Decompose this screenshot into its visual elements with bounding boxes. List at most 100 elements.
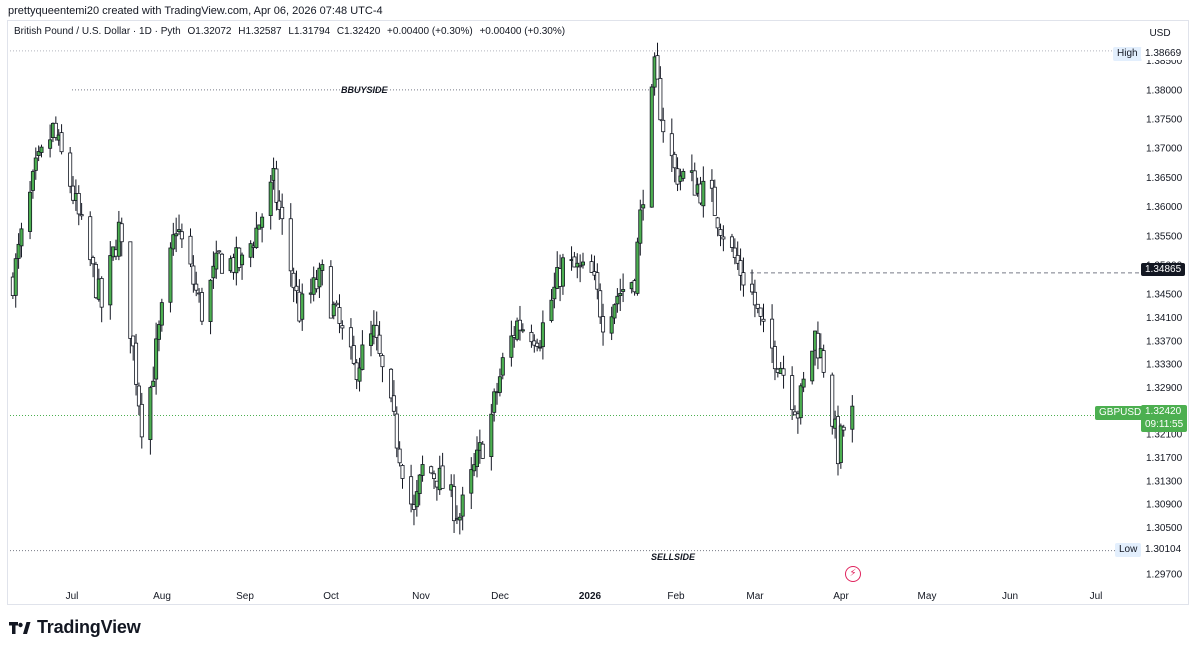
x-tick-label: 2026 — [579, 591, 602, 602]
candle — [609, 306, 614, 341]
bear-candle-body — [572, 256, 577, 268]
candle — [581, 252, 586, 269]
candle — [48, 124, 53, 158]
candle — [750, 269, 755, 295]
bull-candle-body — [540, 322, 545, 348]
bull-candle-body — [509, 335, 514, 358]
bear-candle-body — [452, 486, 457, 522]
candle — [661, 107, 666, 143]
bull-candle-body — [320, 264, 325, 271]
candle — [417, 473, 422, 506]
bear-candle-body — [53, 122, 58, 138]
candle — [179, 223, 184, 248]
bull-candle-body — [171, 234, 176, 250]
bull-candle-body — [609, 316, 614, 334]
bear-candle-body — [88, 216, 93, 261]
candle — [552, 272, 557, 309]
candle — [334, 300, 339, 307]
candle — [621, 273, 626, 303]
candle — [709, 169, 714, 202]
candle — [294, 270, 299, 304]
bear-candle-body — [188, 235, 193, 265]
candle — [480, 440, 485, 459]
bull-candle-body — [549, 299, 554, 322]
bear-candle-body — [394, 413, 399, 449]
candle — [59, 124, 64, 155]
lightning-icon[interactable]: ⚡ — [845, 566, 861, 582]
currency-selector[interactable]: USD — [1140, 24, 1180, 42]
candle — [300, 283, 305, 331]
candle — [400, 463, 405, 489]
candle — [217, 250, 222, 255]
bull-candle-body — [500, 357, 505, 376]
bear-candle-body — [735, 254, 740, 264]
bull-candle-body — [156, 324, 161, 340]
y-tick-label: 1.36500 — [1146, 173, 1183, 184]
bear-candle-body — [68, 152, 73, 187]
candle — [669, 118, 674, 172]
candle — [374, 311, 379, 351]
bear-candle-body — [440, 465, 445, 489]
candle — [810, 350, 815, 385]
high-tag: High — [1113, 47, 1142, 61]
bear-candle-body — [692, 170, 697, 196]
y-tick-label: 1.35500 — [1146, 231, 1183, 242]
candle — [33, 147, 38, 180]
bull-candle-body — [19, 228, 24, 247]
candle — [474, 436, 479, 478]
bear-candle-body — [429, 466, 434, 474]
bull-candle-body — [151, 380, 156, 387]
ohlc-low: L1.31794 — [288, 26, 331, 37]
bear-candle-body — [191, 265, 196, 285]
bull-candle-body — [211, 265, 216, 279]
bull-candle-body — [635, 241, 640, 294]
bear-candle-body — [391, 395, 396, 412]
bear-candle-body — [658, 78, 663, 121]
candle — [377, 321, 382, 357]
bull-candle-body — [357, 367, 362, 382]
y-tick-label: 1.34100 — [1146, 313, 1183, 324]
candle — [801, 371, 806, 393]
candle — [360, 330, 365, 371]
bear-candle-body — [821, 350, 826, 373]
candle — [151, 366, 156, 388]
candle — [331, 301, 336, 320]
bear-candle-body — [815, 332, 820, 359]
candle — [440, 452, 445, 489]
bear-candle-body — [377, 334, 382, 354]
candle — [452, 474, 457, 533]
x-tick-label: Jun — [1002, 591, 1018, 602]
candle — [429, 465, 434, 475]
bull-candle-body — [538, 346, 543, 349]
candle — [108, 241, 113, 320]
candle — [718, 223, 723, 247]
bull-candle-body — [360, 344, 365, 370]
candle — [39, 144, 44, 158]
symbol-legend[interactable]: British Pound / U.S. Dollar · 1D · Pyth … — [14, 26, 569, 37]
bear-candle-body — [517, 319, 522, 331]
bear-candle-body — [99, 278, 104, 308]
bear-candle-body — [750, 283, 755, 293]
bull-candle-body — [560, 257, 565, 287]
candle — [154, 322, 159, 395]
candle — [337, 294, 342, 334]
candle — [248, 240, 253, 268]
y-tick-label: 1.30500 — [1146, 523, 1183, 534]
bull-candle-body — [469, 469, 474, 494]
candle — [755, 303, 760, 314]
y-tick-label: 1.38000 — [1146, 85, 1183, 96]
bull-candle-body — [39, 146, 44, 153]
bull-candle-body — [174, 233, 179, 237]
candle — [460, 486, 465, 531]
bull-candle-body — [268, 181, 273, 217]
candle — [136, 382, 141, 416]
bear-candle-body — [136, 385, 141, 407]
candle — [317, 262, 322, 299]
bear-candle-body — [772, 346, 777, 370]
y-tick-label: 1.29700 — [1146, 570, 1183, 581]
chart-frame[interactable] — [7, 20, 1189, 605]
candle — [268, 174, 273, 230]
bull-candle-body — [48, 139, 53, 149]
bull-candle-body — [30, 171, 35, 191]
